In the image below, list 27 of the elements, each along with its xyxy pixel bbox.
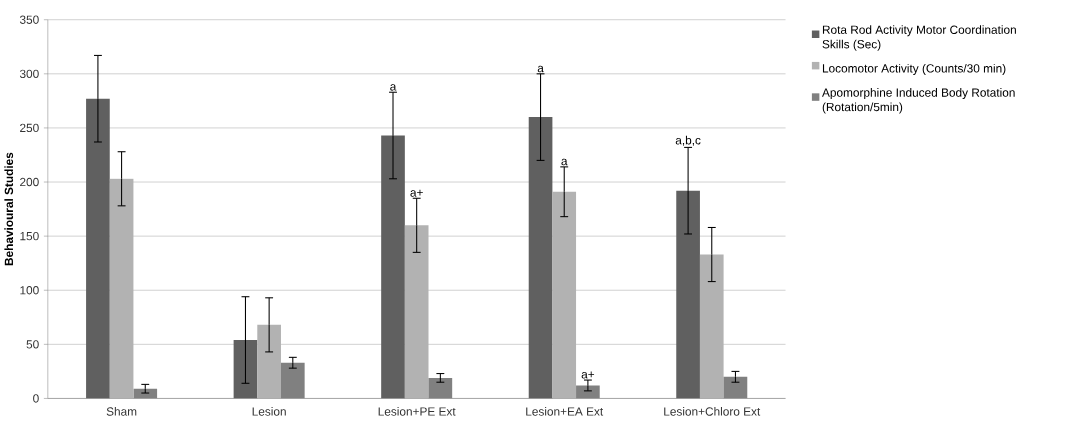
bar	[86, 98, 110, 399]
y-tick-label: 250	[20, 123, 39, 133]
y-tick-label: 150	[20, 231, 39, 241]
legend-label: Rota Rod Activity Motor Coordination Skills (Sec)	[822, 25, 1016, 51]
annotation: a+	[581, 371, 595, 379]
bar	[381, 135, 405, 399]
annotation: a	[561, 158, 568, 166]
annotation: a	[537, 65, 544, 73]
x-tick-label: Lesion+EA Ext	[526, 407, 604, 416]
x-tick-label: Sham	[106, 407, 137, 416]
y-tick-label: 350	[19, 15, 39, 24]
x-tick-label: Lesion+PE Ext	[378, 407, 456, 416]
y-tick-label: 0	[33, 394, 39, 403]
annotation: a	[390, 84, 397, 91]
legend-label: Locomotor Activity (Counts/30 min)	[822, 63, 1006, 75]
y-tick-label: 300	[19, 69, 39, 79]
x-tick-label: Lesion+Chloro Ext	[664, 407, 761, 416]
bar	[676, 190, 700, 399]
y-tick-label: 100	[20, 286, 39, 295]
y-tick-label: 50	[26, 340, 39, 349]
x-tick-label: Lesion	[252, 407, 286, 416]
y-axis-title: Behavioural Studies	[4, 152, 14, 266]
legend-label: Apomorphine Induced Body Rotation (Rotation/5min)	[822, 88, 1015, 114]
y-tick-label: 200	[20, 177, 39, 187]
annotation: a,b,c	[675, 135, 701, 146]
annotation: a+	[410, 189, 423, 197]
bar	[528, 117, 553, 399]
